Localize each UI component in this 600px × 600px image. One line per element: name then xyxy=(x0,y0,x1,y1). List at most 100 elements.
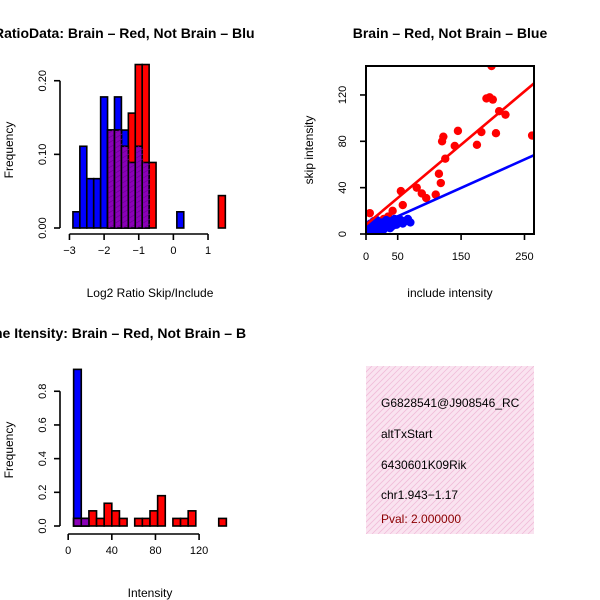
info-hatch-line xyxy=(366,366,451,451)
blue-bar-0 xyxy=(72,368,83,527)
overlap-hatch-5 xyxy=(143,218,151,224)
info-hatch-line xyxy=(366,366,529,529)
intensity-histogram-ylabel: Frequency xyxy=(2,422,16,479)
info-hatch-line xyxy=(366,366,409,409)
info-hatch-line xyxy=(413,413,534,534)
ratio-histogram-axes: −3 −2 −1 0 1 0.00 0.10 0.20 xyxy=(37,70,211,257)
brain-point-21 xyxy=(472,140,482,149)
x-tick-label-3: 0 xyxy=(170,245,176,257)
y-tick-label-0: 0.00 xyxy=(37,217,49,238)
brain-point-29 xyxy=(501,110,510,119)
red-bar-4 xyxy=(103,502,113,527)
brain-point-17 xyxy=(439,132,448,141)
overlap-hatch-2 xyxy=(122,145,126,149)
blue-bar-11 xyxy=(176,211,185,229)
brain-point-26 xyxy=(488,95,497,104)
overlap-bar-1 xyxy=(80,517,90,527)
brain-point-12 xyxy=(422,193,431,203)
info-hatch-line xyxy=(366,366,523,523)
overlap-hatch-2 xyxy=(122,153,130,159)
brain-point-10 xyxy=(412,183,421,192)
info-hatch-line xyxy=(455,455,534,534)
brain-point-25 xyxy=(487,66,496,71)
info-hatch-line xyxy=(443,443,534,534)
blue-bar-4 xyxy=(99,96,109,229)
scatter-fit-lines xyxy=(366,82,534,232)
info-hatch-line xyxy=(383,383,534,534)
scatter-title: Brain – Red, Not Brain – Blue xyxy=(353,25,548,41)
overlap-hatch-5 xyxy=(143,163,151,169)
info-hatch-line xyxy=(503,503,534,534)
brain-point-13 xyxy=(431,190,440,199)
red-bar-7 xyxy=(217,194,227,229)
info-hatch-line xyxy=(366,366,475,475)
brain-point-15 xyxy=(436,178,446,188)
intensity-scatter-panel: Brain – Red, Not Brain – Blue 0 50 150 2500… xyxy=(302,25,547,300)
scatter-y-tick-label-0: 0 xyxy=(337,231,349,237)
overlap-hatch-5 xyxy=(143,173,151,179)
scatter-points xyxy=(366,66,534,234)
ratio-histogram-title: RatioData: Brain – Red, Not Brain – Blu xyxy=(0,25,255,41)
blue-bar-2 xyxy=(85,177,95,229)
info-hatch-line xyxy=(431,431,534,534)
info-hatch-line xyxy=(461,461,534,534)
blue-bar-0 xyxy=(72,211,81,229)
overlap-bar-2 xyxy=(120,145,130,229)
scatter-y-tick-label-2: 80 xyxy=(337,135,349,147)
info-hatch-line xyxy=(366,366,445,445)
x-tick-label-1: 40 xyxy=(106,545,118,557)
brain-point-9 xyxy=(398,200,407,210)
info-hatch-line xyxy=(437,437,534,534)
info-hatch-line xyxy=(366,366,427,427)
overlap-hatch-4 xyxy=(136,153,144,159)
y-tick-label-1: 0.10 xyxy=(37,144,49,165)
not-brain-point-29 xyxy=(406,218,415,227)
info-hatch-line xyxy=(407,407,534,534)
x-tick-label-1: −2 xyxy=(98,245,111,257)
overlap-hatch-1 xyxy=(115,133,123,139)
info-hatch-line xyxy=(366,366,457,457)
red-bar-2 xyxy=(88,510,98,527)
location-text: chr1.943−1.17 xyxy=(381,488,458,502)
red-bar-12 xyxy=(179,517,189,527)
intensity-histogram-title: ne Itensity: Brain – Red, Not Brain – B xyxy=(0,325,246,341)
info-hatch-line xyxy=(425,425,534,534)
y-tick-label-4: 0.8 xyxy=(37,384,49,399)
intensity-histogram-panel: ne Itensity: Brain – Red, Not Brain – B … xyxy=(0,325,246,600)
scatter-xlabel: include intensity xyxy=(407,286,492,300)
y-tick-label-3: 0.6 xyxy=(37,417,49,432)
scatter-axes: 0 50 150 250 0 40 80 120 xyxy=(337,86,534,263)
info-hatch-line xyxy=(371,371,534,534)
x-tick-label-4: 1 xyxy=(205,245,211,257)
y-tick-label-1: 0.2 xyxy=(37,485,49,500)
ratio-histogram-ylabel: Frequency xyxy=(2,122,16,179)
red-bar-7 xyxy=(133,517,144,527)
info-hatch-line xyxy=(366,366,487,487)
info-hatch-line xyxy=(419,419,534,534)
x-tick-label-2: −1 xyxy=(132,245,145,257)
info-hatch-line xyxy=(366,366,499,499)
overlap-hatch-1 xyxy=(115,129,121,134)
brain-point-0 xyxy=(366,208,375,218)
info-hatch-line xyxy=(366,366,469,469)
info-hatch-line xyxy=(395,395,534,534)
info-hatch-line xyxy=(366,366,463,463)
blue-bar-1 xyxy=(79,145,88,229)
info-hatch-line xyxy=(366,366,439,439)
info-hatch-line xyxy=(366,366,415,415)
not-brain-fit-line xyxy=(366,154,534,232)
ratio-histogram-panel: RatioData: Brain – Red, Not Brain – Blu … xyxy=(0,25,255,300)
event-info-panel: G6828541@J908546_RC altTxStart 6430601K0… xyxy=(366,366,534,534)
info-hatch-line xyxy=(366,366,481,481)
info-hatch-line xyxy=(366,366,391,391)
scatter-x-tick-label-3: 250 xyxy=(515,251,533,263)
gene-id-text: G6828541@J908546_RC xyxy=(381,396,520,410)
info-hatch-line xyxy=(401,401,534,534)
x-tick-label-3: 120 xyxy=(190,545,208,557)
info-hatch-line xyxy=(467,467,534,534)
info-hatch-line xyxy=(366,366,493,493)
info-hatch-line xyxy=(366,366,397,397)
overlap-hatch-5 xyxy=(143,183,151,189)
brain-point-27 xyxy=(491,129,501,138)
